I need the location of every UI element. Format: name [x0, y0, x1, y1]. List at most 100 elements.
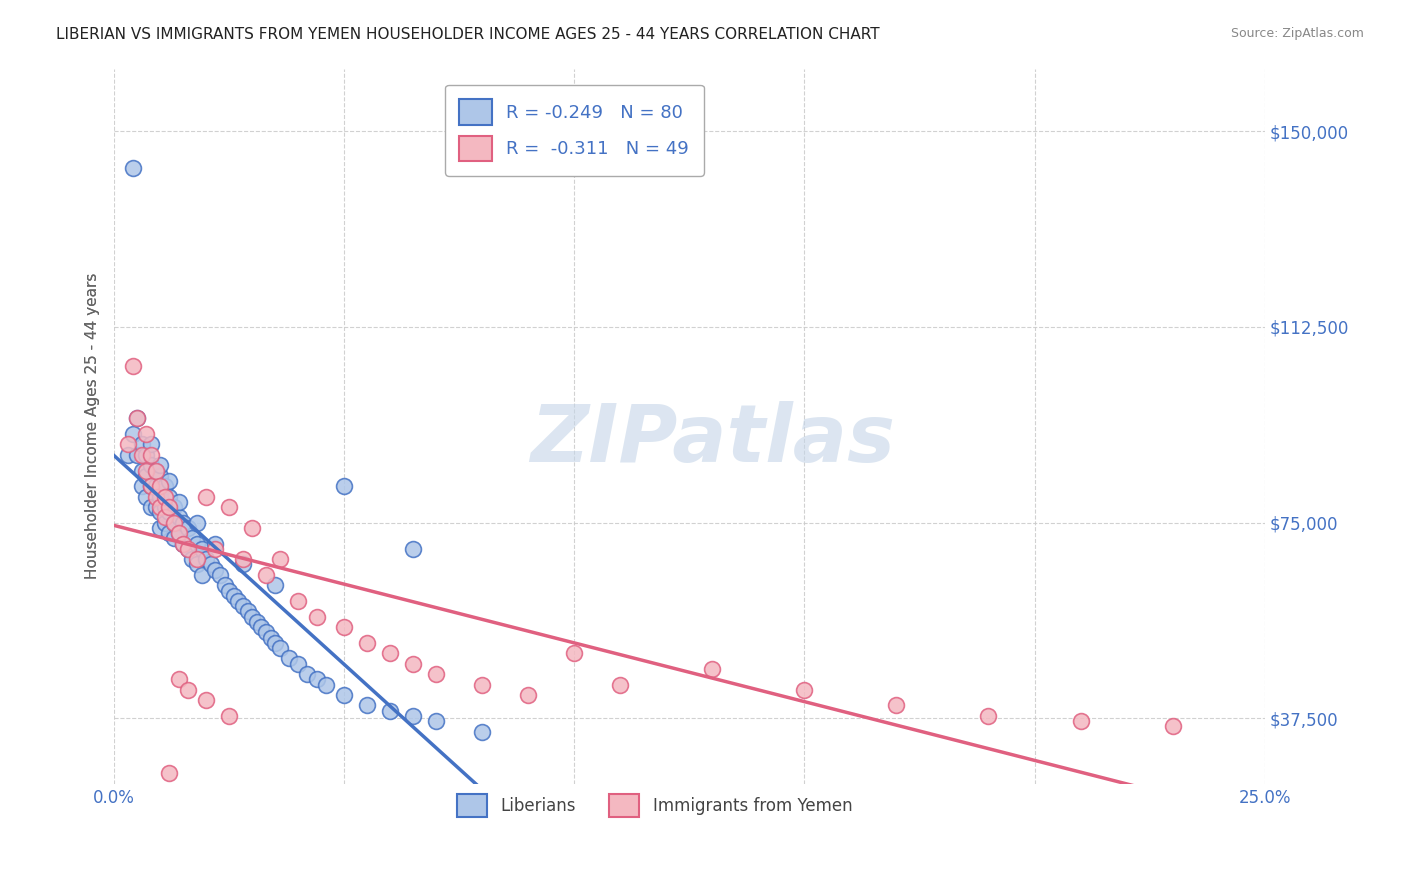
Point [117, 437, 139, 451]
Point [240, 609, 263, 624]
Point [214, 578, 236, 592]
Text: Source: ZipAtlas.com: Source: ZipAtlas.com [1230, 27, 1364, 40]
Point [139, 479, 162, 493]
Point [149, 468, 172, 483]
Point [200, 558, 222, 572]
Point [177, 541, 200, 556]
Point [157, 474, 180, 488]
Point [250, 620, 273, 634]
Point [287, 594, 309, 608]
Point [190, 541, 212, 556]
Point [609, 677, 631, 691]
Point [177, 541, 200, 556]
Point [315, 677, 337, 691]
Point [153, 490, 176, 504]
Point [145, 490, 167, 504]
Point [153, 500, 176, 514]
Point [139, 448, 162, 462]
Point [145, 479, 167, 493]
Point [333, 479, 356, 493]
Point [153, 479, 176, 493]
Point [172, 516, 194, 530]
Point [195, 552, 218, 566]
Point [149, 521, 172, 535]
Point [149, 458, 172, 473]
Point [793, 682, 815, 697]
Point [517, 688, 540, 702]
Point [153, 516, 176, 530]
Point [135, 463, 157, 477]
Point [195, 693, 218, 707]
Point [139, 437, 162, 451]
Point [218, 500, 240, 514]
Point [131, 463, 153, 477]
Point [228, 594, 250, 608]
Point [380, 704, 402, 718]
Point [186, 558, 208, 572]
Point [278, 651, 301, 665]
Point [131, 437, 153, 451]
Y-axis label: Householder Income Ages 25 - 44 years: Householder Income Ages 25 - 44 years [86, 273, 100, 579]
Point [305, 673, 328, 687]
Point [232, 558, 254, 572]
Point [204, 541, 226, 556]
Point [471, 677, 494, 691]
Point [131, 479, 153, 493]
Point [218, 709, 240, 723]
Point [471, 724, 494, 739]
Point [167, 510, 190, 524]
Point [172, 536, 194, 550]
Point [246, 615, 269, 629]
Point [135, 427, 157, 442]
Point [240, 521, 263, 535]
Text: ZIPatlas: ZIPatlas [530, 401, 894, 479]
Point [402, 709, 425, 723]
Point [425, 667, 447, 681]
Point [195, 490, 218, 504]
Point [264, 636, 287, 650]
Point [297, 667, 319, 681]
Point [139, 500, 162, 514]
Point [117, 448, 139, 462]
Point [186, 552, 208, 566]
Point [425, 714, 447, 728]
Point [402, 657, 425, 671]
Y-axis label: Householder Income Ages 25 - 44 years: Householder Income Ages 25 - 44 years [86, 273, 100, 579]
Point [127, 411, 149, 425]
Point [163, 500, 186, 514]
Point [131, 448, 153, 462]
Point [149, 505, 172, 519]
Point [264, 578, 287, 592]
Point [977, 709, 1000, 723]
Point [153, 510, 176, 524]
Point [163, 516, 186, 530]
Point [562, 646, 585, 660]
Point [121, 161, 143, 175]
Point [333, 688, 356, 702]
Point [886, 698, 908, 713]
Point [149, 490, 172, 504]
Point [380, 646, 402, 660]
Point [163, 532, 186, 546]
Text: LIBERIAN VS IMMIGRANTS FROM YEMEN HOUSEHOLDER INCOME AGES 25 - 44 YEARS CORRELAT: LIBERIAN VS IMMIGRANTS FROM YEMEN HOUSEH… [56, 27, 880, 42]
Point [356, 698, 378, 713]
Point [204, 563, 226, 577]
Point [157, 490, 180, 504]
Point [145, 500, 167, 514]
Point [127, 448, 149, 462]
Point [149, 479, 172, 493]
Point [208, 568, 231, 582]
Point [236, 604, 259, 618]
Point [305, 609, 328, 624]
Point [333, 620, 356, 634]
Point [167, 526, 190, 541]
Point [139, 458, 162, 473]
Point [254, 568, 277, 582]
Point [121, 359, 143, 373]
Point [157, 526, 180, 541]
Point [172, 536, 194, 550]
Point [269, 640, 291, 655]
Point [157, 500, 180, 514]
Point [190, 568, 212, 582]
Point [127, 411, 149, 425]
